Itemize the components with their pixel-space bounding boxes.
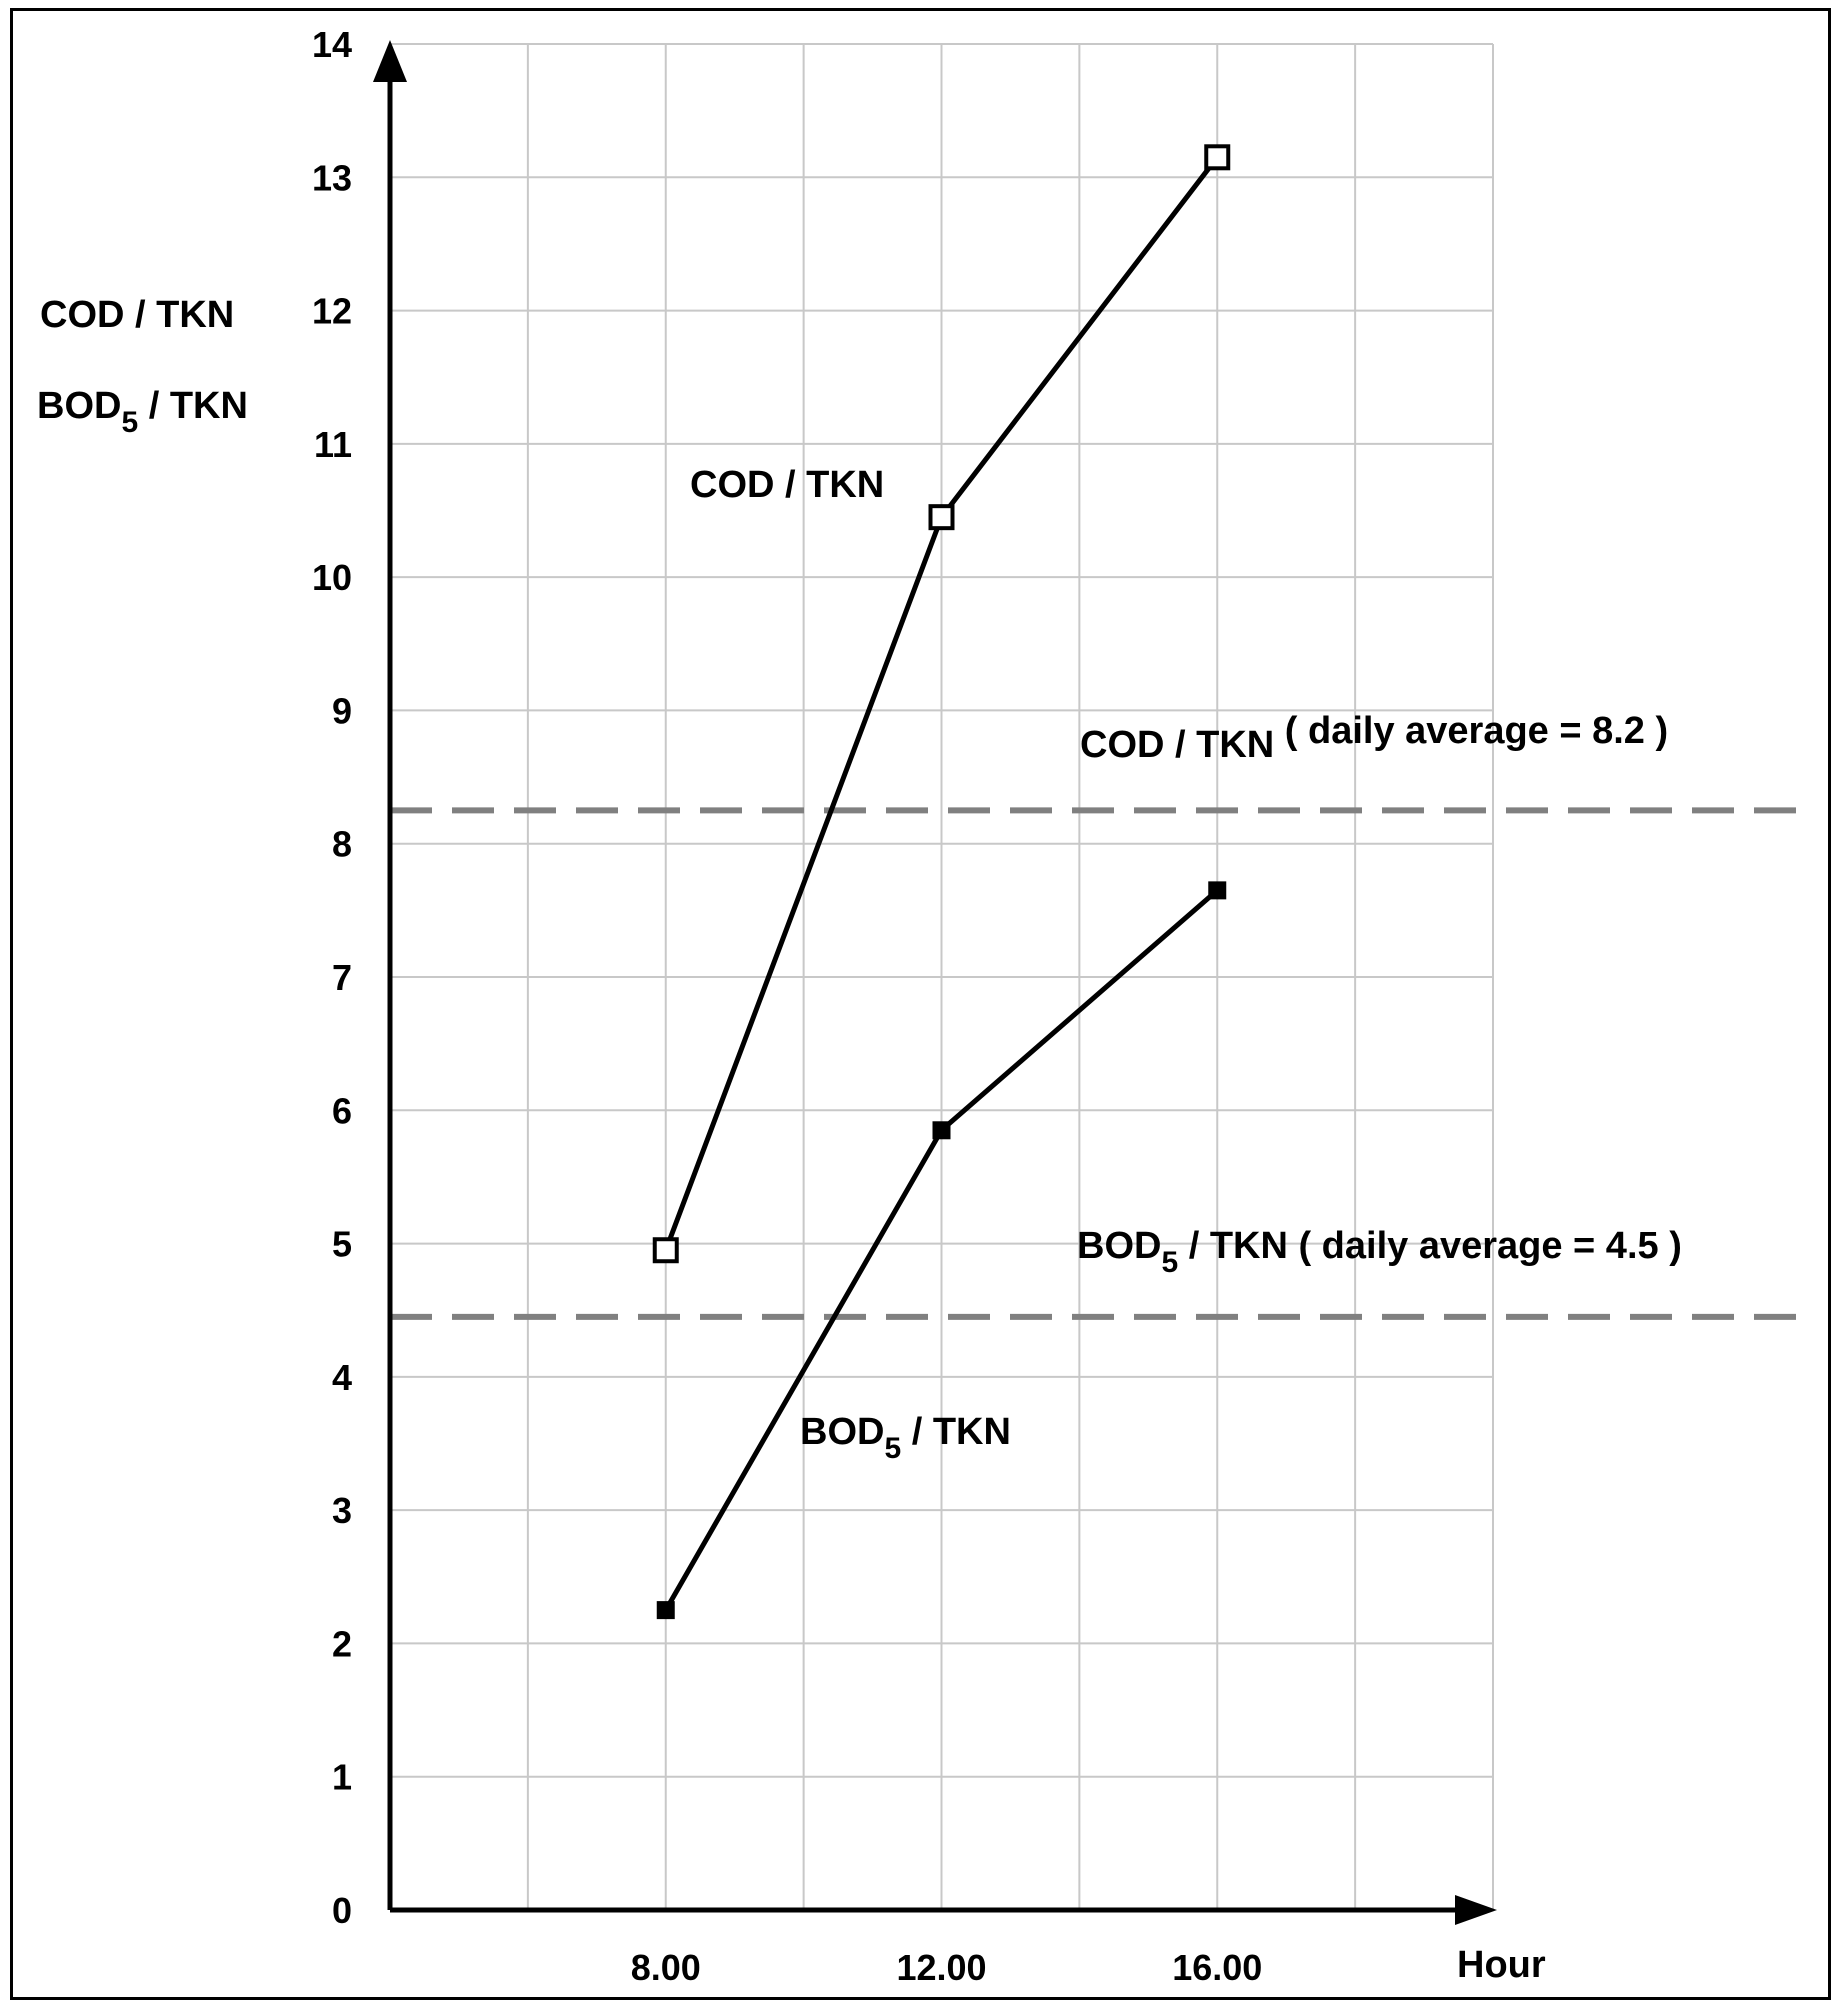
reference-label-cod-average: COD / TKN ( daily average = 8.2 ) xyxy=(1080,710,1668,766)
x-tick-label-1: 12.00 xyxy=(896,1947,986,1988)
y-tick-label-7: 7 xyxy=(332,957,352,998)
y-axis-label-cod: COD / TKN xyxy=(40,294,234,336)
x-tick-labels: 8.00 12.00 16.00 xyxy=(631,1947,1263,1988)
y-tick-label-9: 9 xyxy=(332,690,352,731)
y-tick-label-13: 13 xyxy=(312,157,352,198)
y-tick-label-6: 6 xyxy=(332,1090,352,1131)
y-tick-label-4: 4 xyxy=(332,1357,352,1398)
series-1-point-1 xyxy=(932,1121,951,1140)
y-tick-label-10: 10 xyxy=(312,557,352,598)
chart-frame xyxy=(10,8,1831,2000)
grid xyxy=(390,43,1494,1910)
y-tick-label-1: 1 xyxy=(332,1757,352,1798)
x-axis-arrow xyxy=(1455,1895,1497,1925)
y-tick-label-8: 8 xyxy=(332,824,352,865)
y-tick-label-14: 14 xyxy=(312,24,352,65)
y-axis-arrow xyxy=(373,40,407,82)
series-1-point-0 xyxy=(656,1601,675,1620)
reference-lines xyxy=(390,807,1815,1320)
series-label-bod: BOD5 / TKN xyxy=(800,1411,1011,1465)
x-axis-label: Hour xyxy=(1457,1944,1546,1986)
series-0-point-1 xyxy=(928,504,955,531)
y-tick-label-11: 11 xyxy=(314,424,352,465)
x-tick-label-0: 8.00 xyxy=(631,1947,701,1988)
axes xyxy=(373,40,1497,1925)
y-tick-label-3: 3 xyxy=(332,1490,352,1531)
y-tick-label-5: 5 xyxy=(332,1224,352,1265)
x-tick-label-2: 16.00 xyxy=(1172,1947,1262,1988)
reference-label-bod-average: BOD5 / TKN ( daily average = 4.5 ) xyxy=(1077,1225,1682,1279)
series-lines xyxy=(652,144,1231,1620)
y-tick-label-0: 0 xyxy=(332,1890,352,1931)
series-0-point-0 xyxy=(652,1237,679,1264)
y-tick-label-2: 2 xyxy=(332,1623,352,1664)
series-1-point-2 xyxy=(1208,881,1227,900)
series-label-cod: COD / TKN xyxy=(690,464,884,506)
y-tick-label-12: 12 xyxy=(312,291,352,332)
series-0-point-2 xyxy=(1204,144,1231,171)
y-axis-label-bod: BOD5 / TKN xyxy=(37,385,248,439)
